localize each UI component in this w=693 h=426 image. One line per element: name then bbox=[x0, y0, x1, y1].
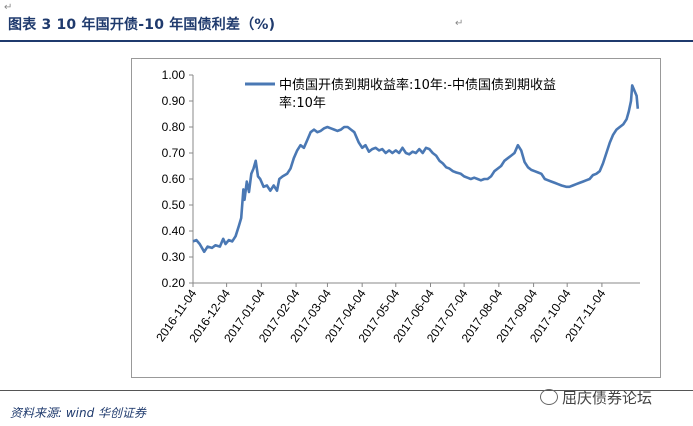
y-tick-labels: 1.00 0.90 0.80 0.70 0.60 0.50 0.40 0.30 0.20 bbox=[162, 68, 193, 290]
series-line bbox=[192, 84, 640, 254]
watermark: 屈庆债券论坛 bbox=[540, 387, 652, 408]
return-mark-top: ↵ bbox=[4, 2, 13, 13]
y-tick-label: 0.30 bbox=[162, 250, 186, 264]
wechat-icon bbox=[540, 389, 558, 405]
legend: 中债国开债到期收益率:10年:-中债国债到期收益 率:10年 bbox=[245, 77, 556, 111]
y-axis: 1.00 0.90 0.80 0.70 0.60 0.50 0.40 0.30 0.20 bbox=[162, 68, 194, 290]
y-tick-label: 1.00 bbox=[162, 68, 186, 82]
y-tick-label: 0.50 bbox=[162, 198, 186, 212]
x-tick-labels: 2016-11-042016-12-042017-01-042017-02-04… bbox=[153, 283, 609, 345]
y-tick-label: 0.80 bbox=[162, 120, 186, 134]
y-tick-label: 0.60 bbox=[162, 172, 186, 186]
legend-label-line1: 中债国开债到期收益率:10年:-中债国债到期收益 bbox=[279, 77, 556, 93]
x-axis: 2016-11-042016-12-042017-01-042017-02-04… bbox=[153, 282, 640, 345]
y-tick-label: 0.20 bbox=[162, 276, 186, 290]
figure-title: 图表 3 10 年国开债-10 年国债利差（%) bbox=[8, 17, 276, 33]
watermark-text: 屈庆债券论坛 bbox=[562, 389, 653, 407]
return-mark: ↵ bbox=[455, 18, 464, 29]
y-tick-label: 0.90 bbox=[162, 94, 186, 108]
title-rule bbox=[0, 40, 693, 42]
legend-label-line2: 率:10年 bbox=[279, 95, 326, 111]
y-tick-label: 0.70 bbox=[162, 146, 186, 160]
source-note: 资料来源: wind 华创证券 bbox=[10, 406, 147, 420]
chart-frame bbox=[131, 58, 661, 378]
y-tick-label: 0.40 bbox=[162, 224, 186, 238]
footer-rule bbox=[0, 390, 693, 391]
